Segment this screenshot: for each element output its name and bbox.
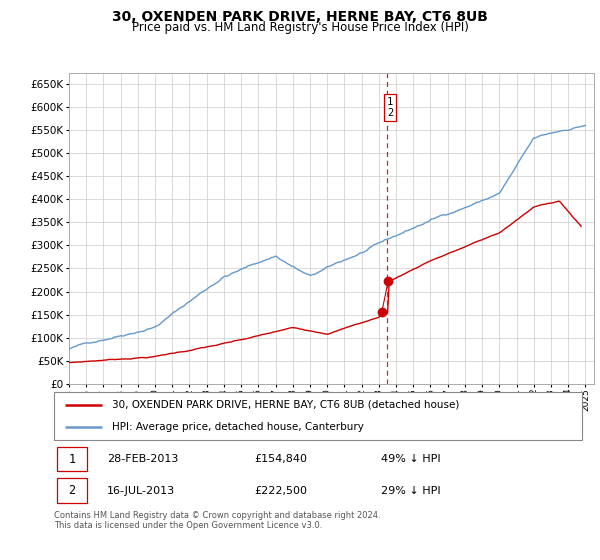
Text: 2: 2 <box>68 484 76 497</box>
Text: 30, OXENDEN PARK DRIVE, HERNE BAY, CT6 8UB (detached house): 30, OXENDEN PARK DRIVE, HERNE BAY, CT6 8… <box>112 400 460 410</box>
Text: 1: 1 <box>68 452 76 466</box>
Text: 16-JUL-2013: 16-JUL-2013 <box>107 486 175 496</box>
FancyBboxPatch shape <box>56 447 87 472</box>
Text: 28-FEB-2013: 28-FEB-2013 <box>107 454 178 464</box>
Text: £154,840: £154,840 <box>254 454 308 464</box>
Text: 29% ↓ HPI: 29% ↓ HPI <box>382 486 441 496</box>
FancyBboxPatch shape <box>56 478 87 503</box>
Text: Contains HM Land Registry data © Crown copyright and database right 2024.
This d: Contains HM Land Registry data © Crown c… <box>54 511 380 530</box>
Text: £222,500: £222,500 <box>254 486 308 496</box>
Text: Price paid vs. HM Land Registry's House Price Index (HPI): Price paid vs. HM Land Registry's House … <box>131 21 469 34</box>
FancyBboxPatch shape <box>54 392 582 440</box>
Text: 30, OXENDEN PARK DRIVE, HERNE BAY, CT6 8UB: 30, OXENDEN PARK DRIVE, HERNE BAY, CT6 8… <box>112 10 488 24</box>
Text: 1
2: 1 2 <box>387 96 393 118</box>
Text: HPI: Average price, detached house, Canterbury: HPI: Average price, detached house, Cant… <box>112 422 364 432</box>
Text: 49% ↓ HPI: 49% ↓ HPI <box>382 454 441 464</box>
